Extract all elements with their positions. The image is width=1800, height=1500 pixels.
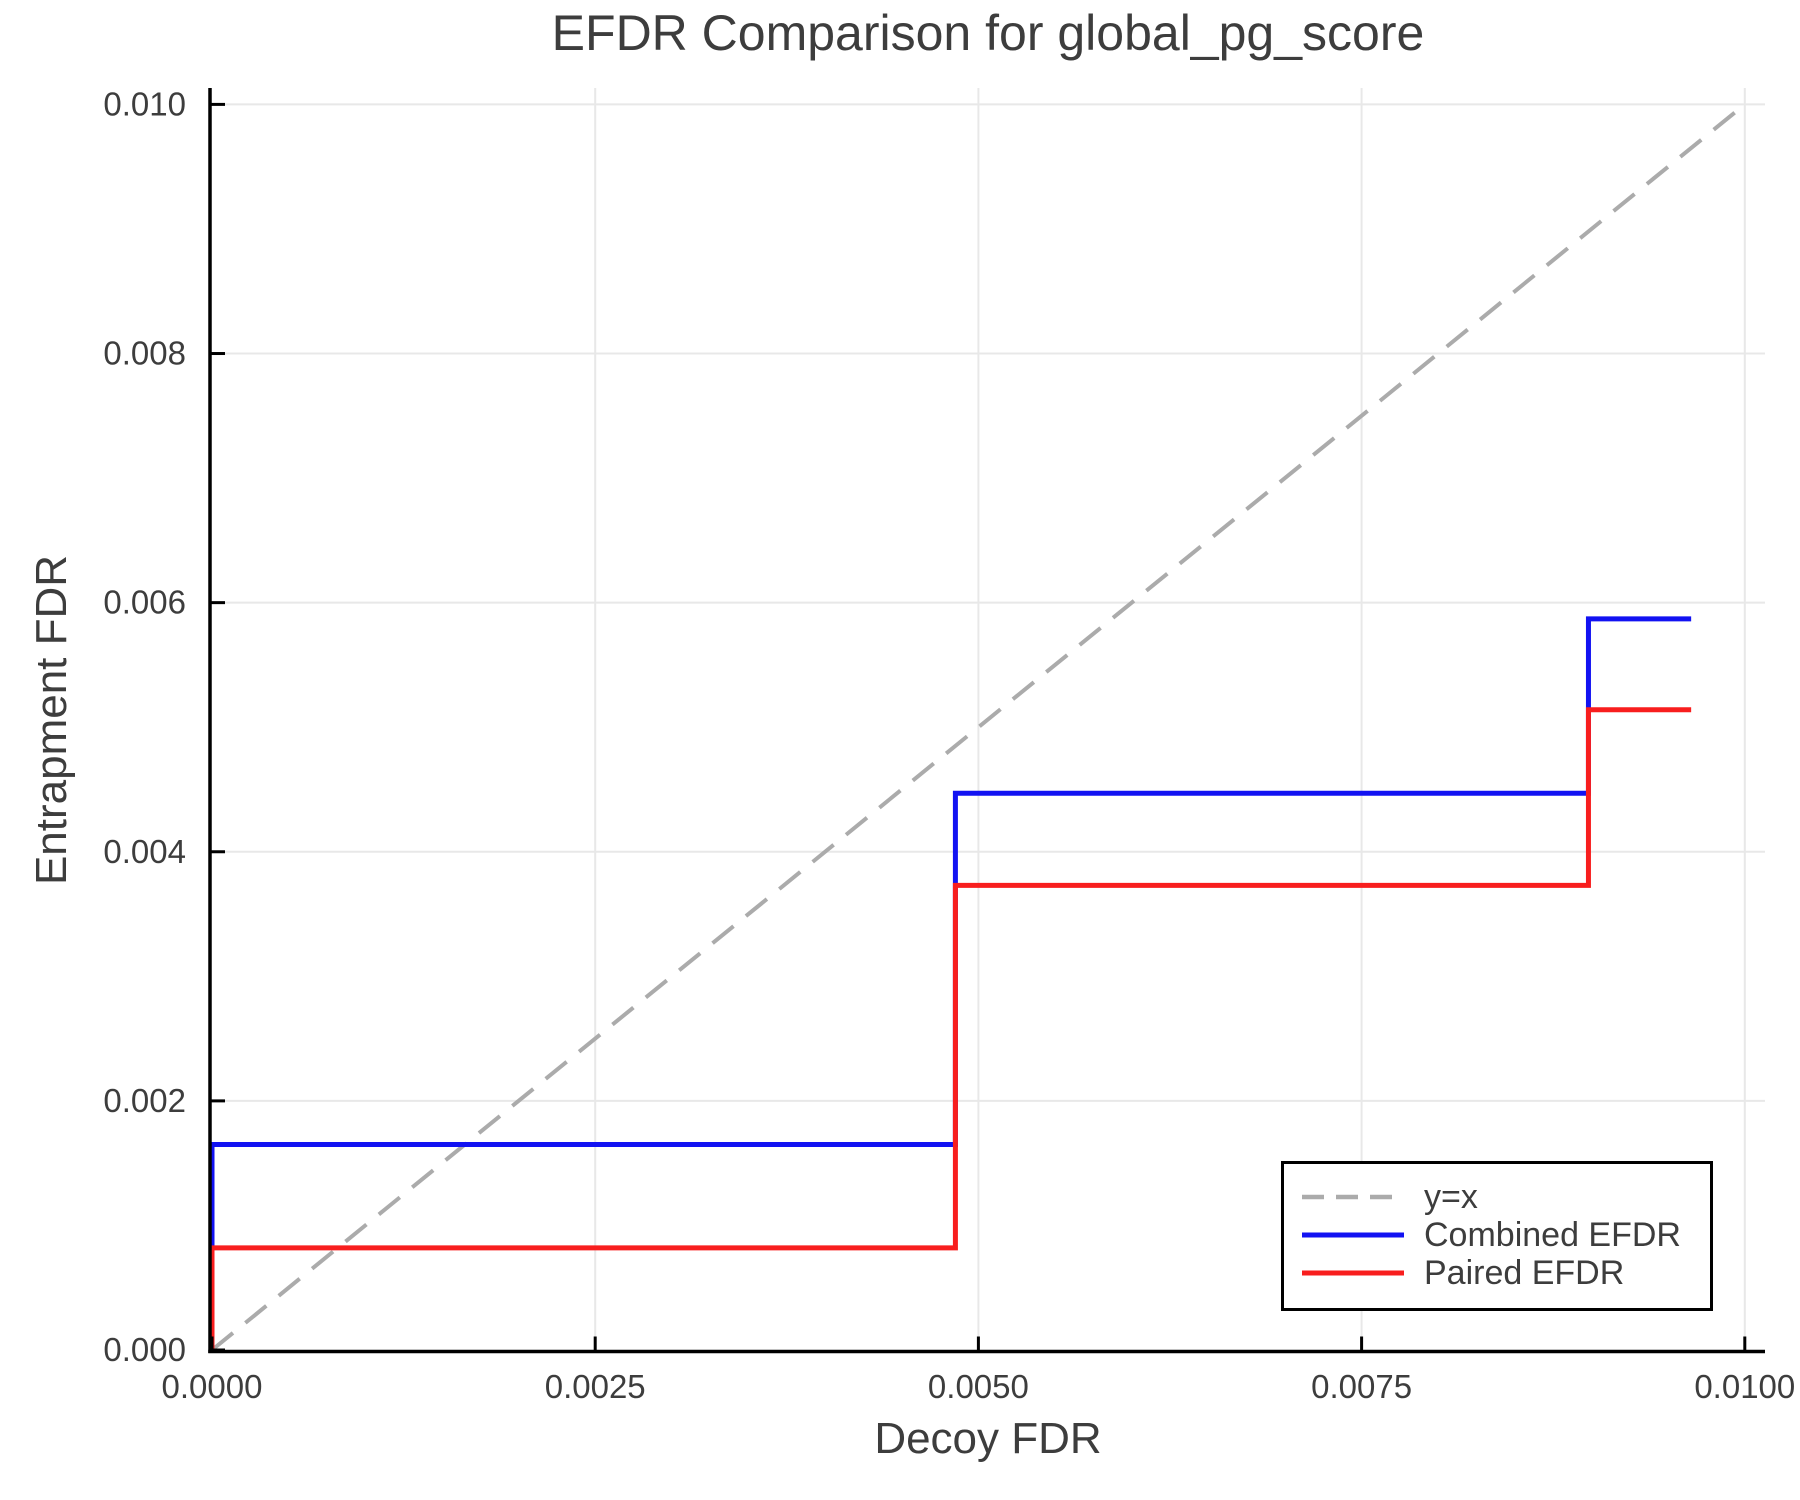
blue-line-sample-icon <box>1302 1232 1404 1238</box>
x-tick-label: 0.0100 <box>1694 1368 1795 1405</box>
legend-label-identity: y=x <box>1424 1178 1478 1216</box>
y-tick-label: 0.010 <box>103 85 186 122</box>
dashed-line-sample-icon <box>1302 1194 1404 1200</box>
chart-title: EFDR Comparison for global_pg_score <box>551 5 1425 61</box>
red-line-sample-icon <box>1302 1270 1404 1276</box>
y-tick-label: 0.004 <box>103 833 186 870</box>
x-tick-label: 0.0025 <box>545 1368 646 1405</box>
x-tick-label: 0.0050 <box>928 1368 1029 1405</box>
paired-line <box>209 707 1692 1350</box>
x-tick-label: 0.0000 <box>162 1368 263 1405</box>
y-axis-label: Entrapment FDR <box>27 554 76 886</box>
legend-row-paired: Paired EFDR <box>1300 1254 1710 1292</box>
legend-label-paired: Paired EFDR <box>1424 1254 1625 1292</box>
y-tick-label: 0.002 <box>103 1082 186 1119</box>
legend-row-combined: Combined EFDR <box>1300 1216 1710 1254</box>
y-tick-label: 0.008 <box>103 335 186 372</box>
combined-line <box>209 616 1692 1350</box>
legend: y=x Combined EFDR Paired EFDR <box>1281 1161 1713 1311</box>
legend-row-identity: y=x <box>1300 1178 1710 1216</box>
y-tick-label: 0.006 <box>103 584 186 621</box>
y-tick-label: 0.000 <box>103 1331 186 1368</box>
x-tick-label: 0.0075 <box>1311 1368 1412 1405</box>
legend-label-combined: Combined EFDR <box>1424 1216 1681 1254</box>
x-axis-label: Decoy FDR <box>874 1414 1102 1463</box>
identity-line <box>210 102 1747 1352</box>
